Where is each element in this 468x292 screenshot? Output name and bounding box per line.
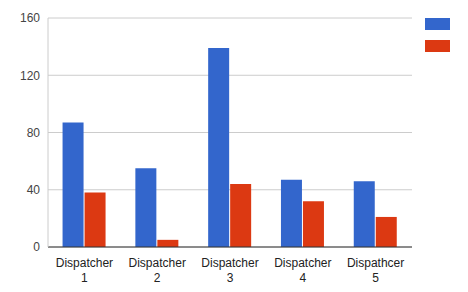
svg-text:Dispatcher1: Dispatcher1 — [56, 256, 113, 284]
svg-text:Dispathcer5: Dispathcer5 — [347, 256, 404, 284]
svg-text:Dispatcher3: Dispatcher3 — [201, 256, 258, 284]
svg-text:40: 40 — [27, 183, 41, 197]
svg-text:0: 0 — [33, 240, 40, 254]
svg-text:80: 80 — [27, 126, 41, 140]
svg-text:160: 160 — [20, 11, 40, 25]
svg-text:120: 120 — [20, 69, 40, 83]
svg-text:Dispatcher2: Dispatcher2 — [129, 256, 186, 284]
svg-text:Dispatcher4: Dispatcher4 — [274, 256, 331, 284]
